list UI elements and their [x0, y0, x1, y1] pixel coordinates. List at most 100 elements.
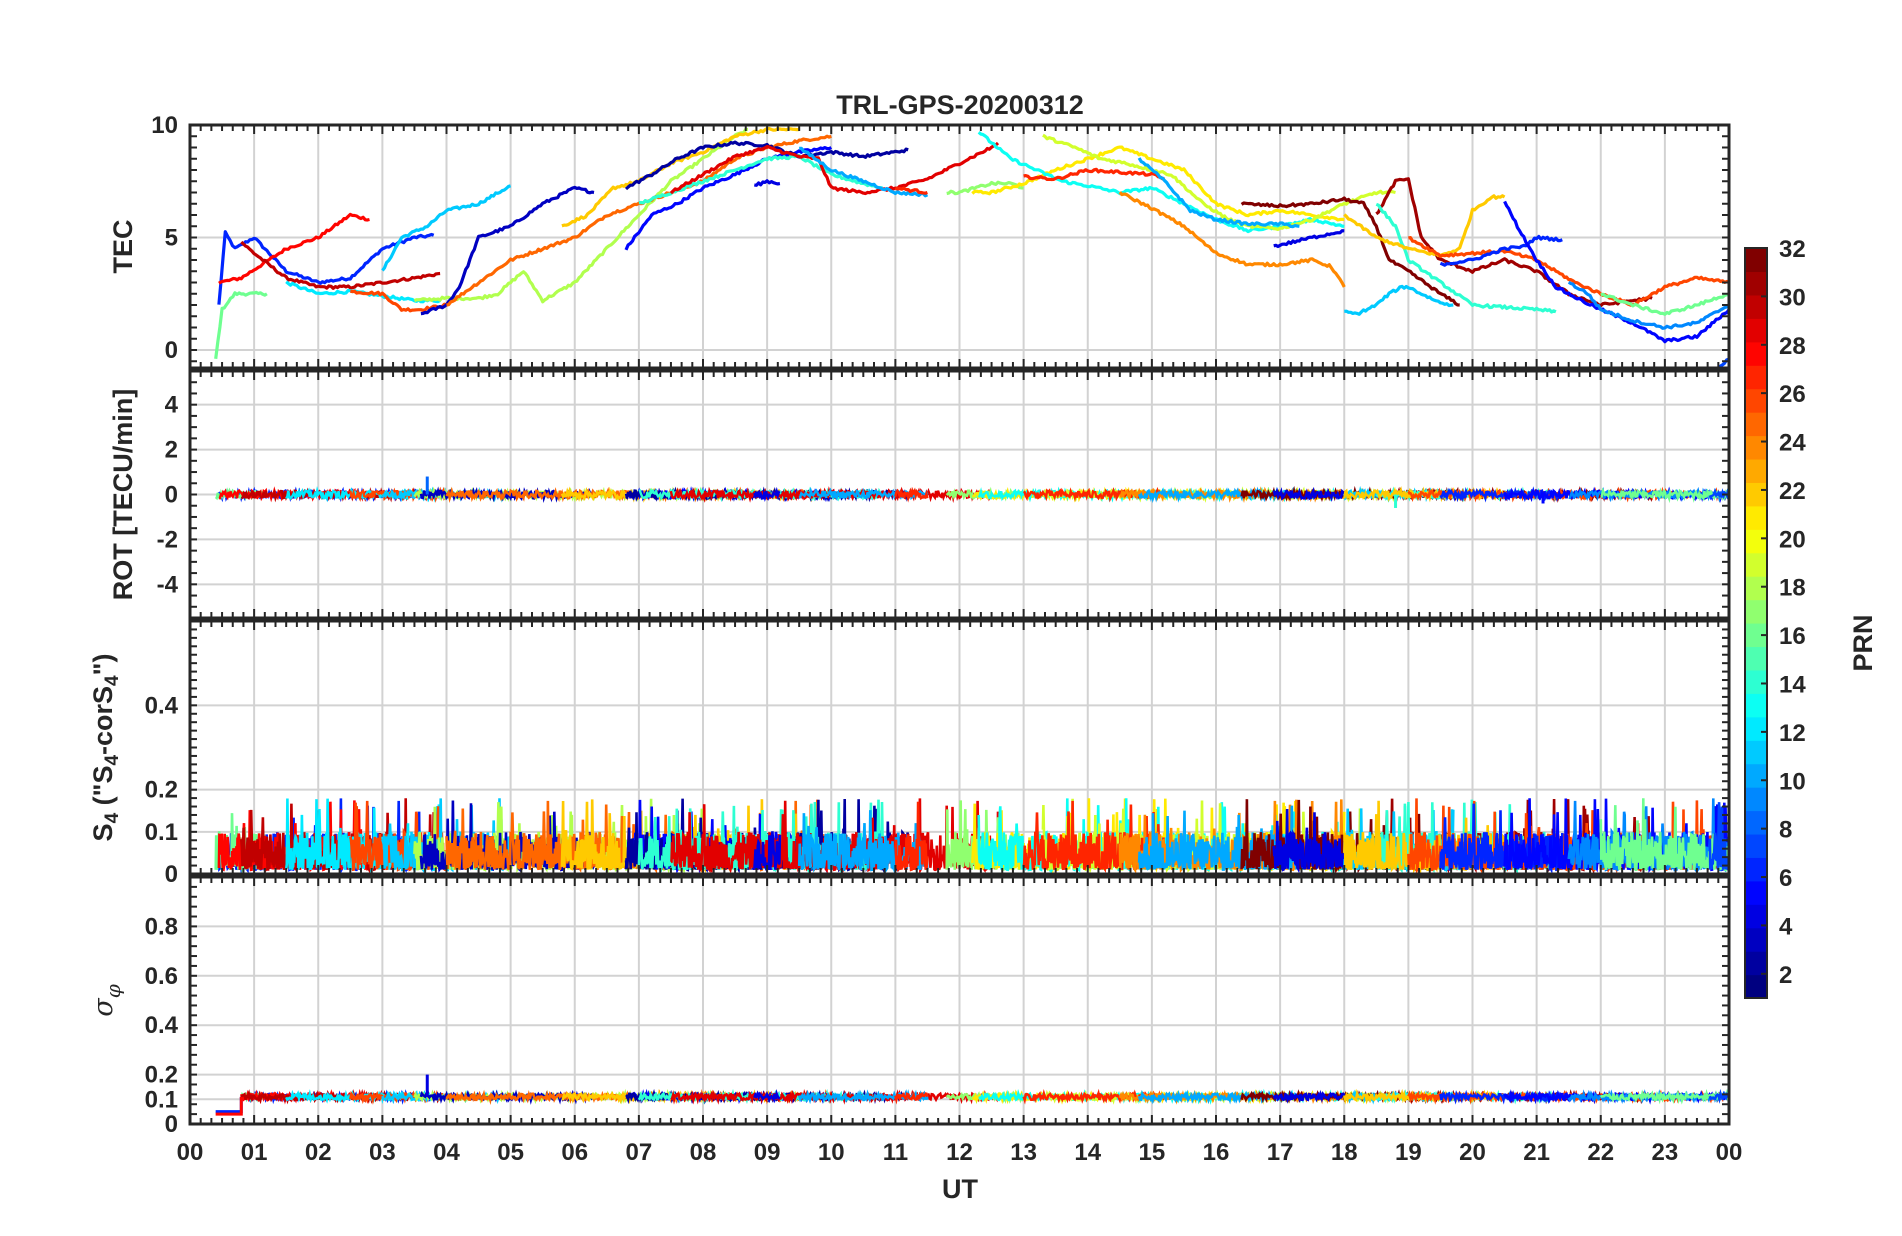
tec-series-prn-31: [1375, 177, 1653, 308]
tec-series-prn-22: [1343, 194, 1506, 258]
s4-series-prn-6: [1439, 803, 1564, 874]
colorbar-tick-label: 28: [1779, 333, 1806, 360]
colorbar-segment: [1745, 833, 1767, 858]
x-tick-label: 08: [690, 1139, 717, 1166]
s4-label-part: "): [88, 654, 118, 676]
tec-series-prn-2: [624, 140, 909, 191]
tec-data: [214, 126, 1729, 368]
rot-tick-marks: [189, 370, 1730, 619]
panel-tec: 0 5 10 TEC: [108, 112, 1731, 370]
s4-label-part: S: [88, 823, 118, 841]
tec-series-prn-9: [1567, 280, 1729, 330]
colorbar-tick-label: 10: [1779, 768, 1806, 795]
tec-series-prn-11: [1344, 284, 1454, 316]
colorbar-segment: [1745, 763, 1767, 788]
colorbar-segment: [1745, 669, 1767, 694]
s4-series-prn-10: [1137, 805, 1301, 873]
sigma-phi-y-axis-label: σφ: [88, 984, 125, 1016]
sigma-series-prn-7: [1708, 1088, 1729, 1104]
tec-series-prn-13: [977, 131, 1345, 234]
tec-y-tick-label: 5: [165, 225, 178, 252]
colorbar-tick-label: 2: [1779, 962, 1792, 989]
tec-series-prn-11: [381, 184, 512, 272]
chart-title: TRL-GPS-20200312: [836, 90, 1084, 120]
colorbar-tick-label: 4: [1779, 913, 1793, 940]
colorbar-segment: [1745, 716, 1767, 741]
rot-y-axis-label: ROT [TECU/min]: [108, 389, 138, 600]
tec-grid: [189, 124, 1730, 368]
colorbar-segment: [1745, 458, 1767, 483]
x-tick-label: 02: [305, 1139, 332, 1166]
tec-series-prn-14: [1375, 202, 1557, 314]
sigma_phi-y-tick-label: 0: [165, 1111, 178, 1138]
sigma-symbol: σ: [88, 997, 119, 1017]
colorbar-segment: [1745, 412, 1767, 437]
colorbar-label: PRN: [1848, 614, 1878, 671]
colorbar-segment: [1745, 623, 1767, 648]
tec-series-prn-6: [1439, 234, 1563, 267]
tec-series-prn-16: [1600, 292, 1729, 316]
s4-series-prn-27: [894, 801, 929, 873]
colorbar-segment: [1745, 318, 1767, 343]
s4-y-tick-label: 0.1: [145, 819, 178, 846]
colorbar-segment: [1745, 248, 1767, 273]
tec-series-prn-4: [754, 179, 781, 187]
x-tick-label: 12: [946, 1139, 973, 1166]
x-tick-label: 05: [497, 1139, 524, 1166]
colorbar-tick-label: 24: [1779, 430, 1806, 457]
tec-series-prn-5: [624, 146, 833, 251]
tec-series-prn-22: [561, 126, 800, 228]
s4-series-prn-29: [670, 798, 1000, 874]
colorbar-tick-label: 26: [1779, 381, 1806, 408]
colorbar-segment: [1745, 552, 1767, 577]
sigma-series-prn-16: [1599, 1088, 1729, 1105]
s4-label-part: -corS: [88, 686, 118, 755]
x-tick-label: 23: [1652, 1139, 1679, 1166]
tec-series-prn-24: [1118, 191, 1346, 288]
s4-tick-marks: [189, 620, 1730, 875]
tec-series-prn-30: [240, 240, 441, 290]
tec-series-prn-10: [799, 146, 929, 198]
colorbar-segment: [1745, 576, 1767, 601]
tec-series-prn-3: [420, 185, 595, 316]
tec-series-prn-16: [214, 290, 268, 359]
colorbar-tick-label: 6: [1779, 865, 1792, 892]
colorbar-segment: [1745, 810, 1767, 835]
colorbar-segment: [1745, 294, 1767, 319]
colorbar-segment: [1745, 388, 1767, 413]
s4-series-prn-16: [1599, 798, 1729, 872]
rot-y-tick-label: 0: [165, 482, 178, 509]
colorbar-tick-label: 12: [1779, 720, 1806, 747]
colorbar-frame: [1744, 247, 1768, 999]
tec-series-prn-27: [894, 186, 928, 195]
tec-series-prn-4: [1273, 229, 1345, 249]
colorbar-segment: [1745, 740, 1767, 765]
panel-s4: 00.10.20.4S4 ("S4-corS4"): [88, 619, 1731, 888]
colorbar-segment: [1745, 341, 1767, 366]
tec-series-prn-28: [218, 212, 370, 285]
sigma_phi-y-tick-label: 0.1: [145, 1086, 178, 1113]
x-tick-label: 18: [1331, 1139, 1358, 1166]
tec-y-tick-label: 10: [151, 112, 178, 139]
rot-series-prn-27: [894, 486, 929, 503]
rot-y-tick-label: -4: [157, 571, 179, 598]
colorbar-segment: [1745, 599, 1767, 624]
colorbar-segment: [1745, 435, 1767, 460]
rot-series-prn-16: [1600, 487, 1729, 504]
rot-y-tick-label: 4: [165, 392, 179, 419]
sigma_phi-tick-marks: [189, 876, 1730, 1125]
tec-tick-marks: [189, 124, 1730, 368]
colorbar-segment: [1745, 529, 1767, 554]
colorbar-segment: [1745, 693, 1767, 718]
sigma-series-prn-4: [1272, 1089, 1346, 1104]
colorbar-segment: [1745, 880, 1767, 905]
rot-series-prn-4: [753, 486, 781, 501]
s4-y-tick-label: 0: [165, 861, 178, 888]
tec-series-prn-26: [1408, 236, 1729, 307]
colorbar-segment: [1745, 857, 1767, 882]
colorbar-segment: [1745, 974, 1767, 999]
colorbar-tick-label: 18: [1779, 575, 1806, 602]
sigma_phi-data: [215, 1074, 1729, 1116]
colorbar-segment: [1745, 482, 1767, 507]
